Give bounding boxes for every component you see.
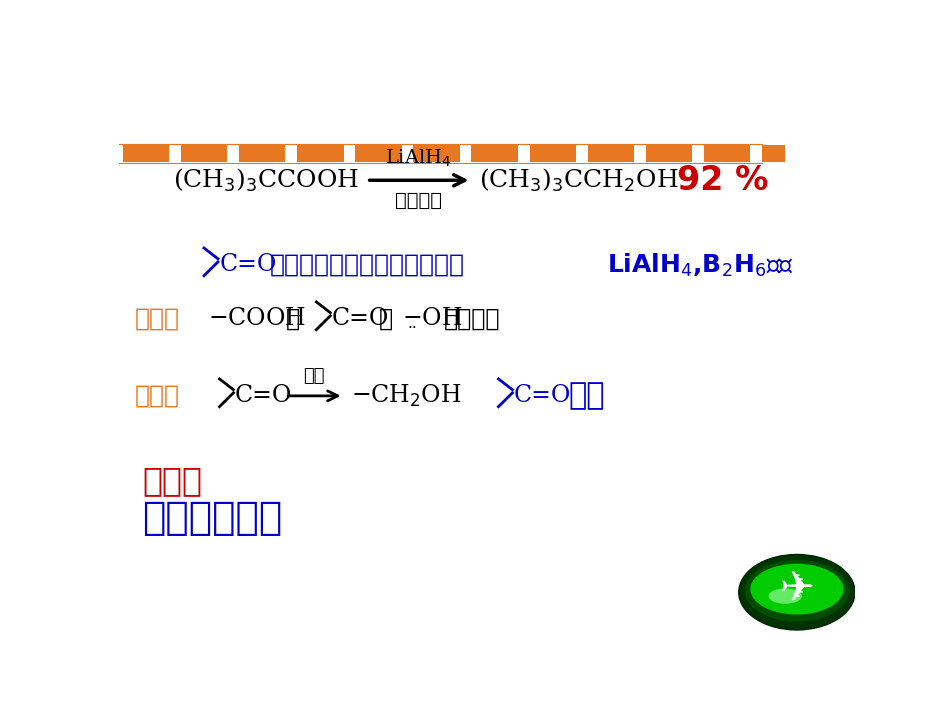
- Bar: [646, 145, 693, 162]
- Bar: [471, 145, 518, 162]
- Text: 比较：: 比较：: [142, 464, 202, 497]
- Text: 无水乙醚: 无水乙醚: [395, 191, 442, 210]
- Text: 四、罺基还原: 四、罺基还原: [142, 498, 282, 536]
- Text: C=O: C=O: [332, 307, 389, 330]
- Text: 罺酸：: 罺酸：: [134, 307, 180, 331]
- Ellipse shape: [739, 555, 855, 630]
- Text: 92 %: 92 %: [676, 164, 769, 197]
- Text: LiAlH$_4$,B$_2$H$_6$反应: LiAlH$_4$,B$_2$H$_6$反应: [607, 252, 793, 279]
- Text: ✈: ✈: [779, 568, 814, 610]
- Text: $-$CH$_2$OH: $-$CH$_2$OH: [352, 383, 462, 409]
- Bar: [704, 145, 751, 162]
- Ellipse shape: [744, 558, 850, 623]
- Ellipse shape: [750, 564, 844, 615]
- Text: ··: ··: [408, 322, 418, 337]
- Text: 中: 中: [285, 307, 299, 331]
- Text: 醒锐：: 醒锐：: [134, 384, 180, 408]
- Text: C=O: C=O: [514, 384, 571, 407]
- Text: $-$COOH: $-$COOH: [208, 307, 306, 330]
- Text: 形成共轭: 形成共轭: [445, 307, 501, 331]
- Text: 与: 与: [378, 307, 392, 331]
- Text: (CH$_3$)$_3$CCH$_2$OH: (CH$_3$)$_3$CCH$_2$OH: [479, 167, 678, 194]
- Bar: [238, 145, 285, 162]
- Text: 活泼: 活泼: [568, 381, 605, 411]
- Bar: [762, 145, 786, 162]
- Bar: [529, 145, 576, 162]
- Text: (CH$_3$)$_3$CCOOH: (CH$_3$)$_3$CCOOH: [173, 167, 359, 194]
- Bar: [588, 145, 635, 162]
- Bar: [180, 145, 227, 162]
- Bar: [297, 145, 344, 162]
- Text: LiAlH$_4$: LiAlH$_4$: [386, 148, 452, 170]
- Bar: [413, 145, 460, 162]
- Bar: [123, 145, 169, 162]
- Ellipse shape: [769, 588, 802, 604]
- Text: C=O: C=O: [235, 384, 293, 407]
- Bar: [355, 145, 402, 162]
- Text: 还原: 还原: [303, 367, 325, 385]
- Text: 不易亲核还原，只与强还原剂: 不易亲核还原，只与强还原剂: [270, 253, 465, 277]
- Text: C=O: C=O: [219, 253, 276, 277]
- Text: $-$OH: $-$OH: [402, 307, 462, 330]
